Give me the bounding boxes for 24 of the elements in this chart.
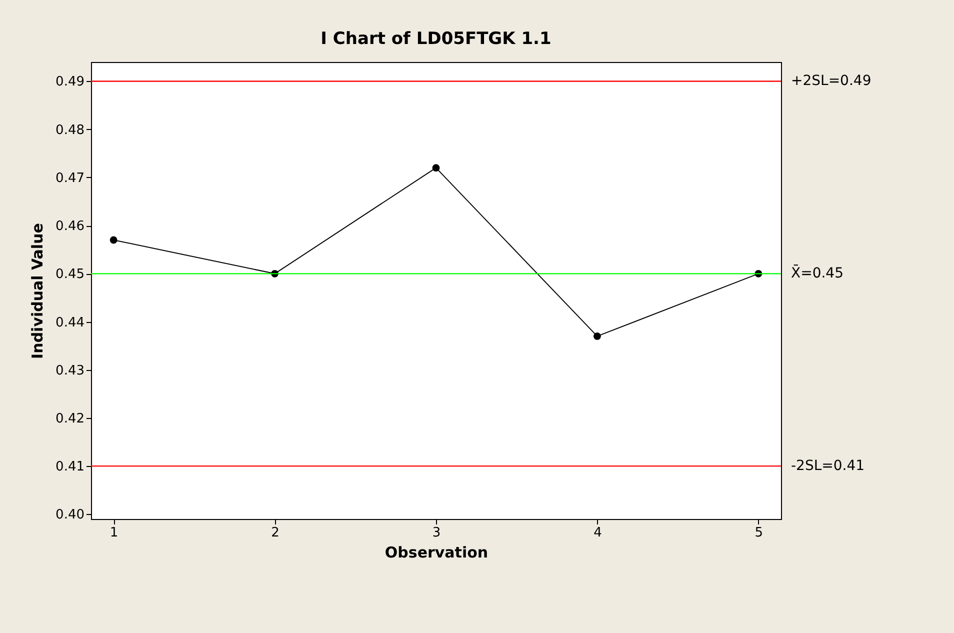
x-tick-label: 3 [432, 526, 441, 540]
y-tick-label: 0.45 [56, 267, 84, 282]
ref-line-label: +2SL=0.49 [791, 73, 872, 90]
y-tick-label: 0.42 [56, 411, 84, 426]
point [432, 164, 440, 172]
chart-title: I Chart of LD05FTGK 1.1 [320, 29, 552, 49]
point [594, 332, 601, 340]
y-tick-label: 0.41 [56, 460, 84, 475]
y-tick-label: 0.43 [56, 363, 84, 378]
ref-line-label: X̄=0.45 [791, 264, 844, 282]
y-tick-label: 0.40 [56, 508, 84, 523]
ref-line-label: -2SL=0.41 [791, 458, 865, 474]
y-tick-label: 0.49 [56, 74, 84, 90]
x-tick-label: 4 [594, 526, 602, 540]
y-tick-label: 0.46 [56, 219, 84, 234]
y-tick-label: 0.47 [56, 170, 84, 186]
x-tick-label: 2 [271, 526, 280, 540]
y-axis-title: Individual Value [28, 223, 47, 359]
x-tick-label: 5 [754, 526, 764, 540]
x-tick-label: 1 [110, 526, 118, 540]
y-tick-label: 0.44 [56, 315, 84, 330]
point [110, 236, 118, 244]
y-tick-label: 0.48 [56, 122, 84, 138]
x-axis-title: Observation [384, 544, 488, 562]
